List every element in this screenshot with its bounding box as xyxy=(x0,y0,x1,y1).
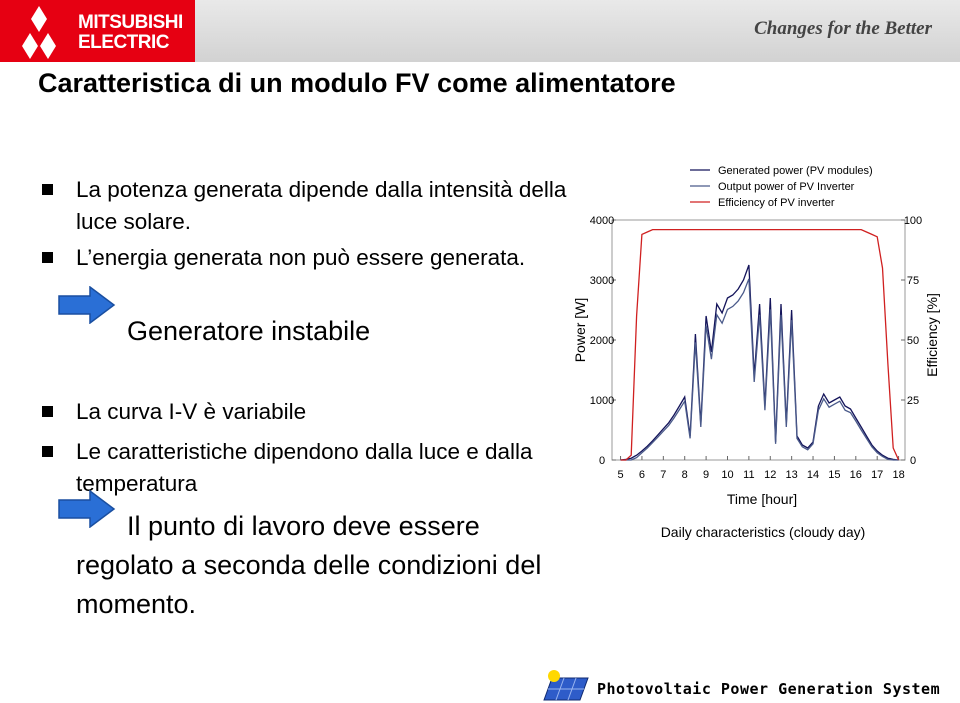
y2-tick-label: 0 xyxy=(910,455,916,467)
y-tick-label: 4000 xyxy=(590,215,614,227)
x-tick-label: 17 xyxy=(871,469,883,481)
chart-caption: Daily characteristics (cloudy day) xyxy=(661,524,866,540)
slide-title: Caratteristica di un modulo FV come alim… xyxy=(38,68,676,98)
bullet-text: La curva I-V è variabile xyxy=(76,399,307,424)
bullet-text: L’energia generata non può essere genera… xyxy=(76,245,526,270)
legend-label: Efficiency of PV inverter xyxy=(718,197,835,209)
legend-label: Generated power (PV modules) xyxy=(718,165,873,177)
bullet: La potenza generata dipende dalla intens… xyxy=(42,174,606,238)
y-tick-label: 1000 xyxy=(590,395,614,407)
arrow-icon xyxy=(58,490,116,528)
y2-tick-label: 100 xyxy=(904,215,922,227)
bullet-text: La potenza generata dipende dalla intens… xyxy=(76,177,567,234)
x-tick-label: 6 xyxy=(639,469,645,481)
logo-diamonds xyxy=(22,6,56,59)
x-tick-label: 14 xyxy=(807,469,819,481)
y-tick-label: 0 xyxy=(599,455,605,467)
note: Il punto di lavoro deve essere regolato … xyxy=(76,511,542,619)
logo: MITSUBISHI ELECTRIC xyxy=(0,0,195,62)
x-tick-label: 8 xyxy=(682,469,688,481)
y-tick-label: 3000 xyxy=(590,275,614,287)
bullet: L’energia generata non può essere genera… xyxy=(42,242,606,274)
plot-frame xyxy=(611,219,906,461)
y2-axis-label: Efficiency [%] xyxy=(924,293,940,377)
bullet: Le caratteristiche dipendono dalla luce … xyxy=(42,436,571,500)
brand-line: ELECTRIC xyxy=(78,32,170,53)
series-line xyxy=(620,228,900,461)
legend-label: Output power of PV Inverter xyxy=(718,181,855,193)
x-tick-label: 18 xyxy=(892,469,904,481)
footer-text: Photovoltaic Power Generation System xyxy=(597,680,941,698)
x-tick-label: 12 xyxy=(764,469,776,481)
y-tick-label: 2000 xyxy=(590,335,614,347)
x-tick-label: 15 xyxy=(828,469,840,481)
bullet: La curva I-V è variabile xyxy=(42,396,571,428)
x-tick-label: 16 xyxy=(850,469,862,481)
arrow-icon xyxy=(58,286,116,324)
y-axis-label: Power [W] xyxy=(572,298,588,363)
y2-tick-label: 50 xyxy=(907,335,919,347)
y2-tick-label: 75 xyxy=(907,275,919,287)
series-line xyxy=(620,278,899,461)
y2-tick-label: 25 xyxy=(907,395,919,407)
solar-panel-icon xyxy=(543,670,589,701)
x-tick-label: 7 xyxy=(660,469,666,481)
slogan: Changes for the Better xyxy=(754,18,932,39)
note: Generatore instabile xyxy=(127,316,371,346)
x-tick-label: 9 xyxy=(703,469,709,481)
x-tick-label: 10 xyxy=(721,469,733,481)
brand-line: MITSUBISHI xyxy=(78,12,183,33)
x-axis-label: Time [hour] xyxy=(727,491,797,507)
bullet-text: Le caratteristiche dipendono dalla luce … xyxy=(76,439,533,496)
x-tick-label: 13 xyxy=(786,469,798,481)
x-tick-label: 5 xyxy=(617,469,623,481)
series-line xyxy=(620,264,899,461)
x-tick-label: 11 xyxy=(743,469,754,481)
